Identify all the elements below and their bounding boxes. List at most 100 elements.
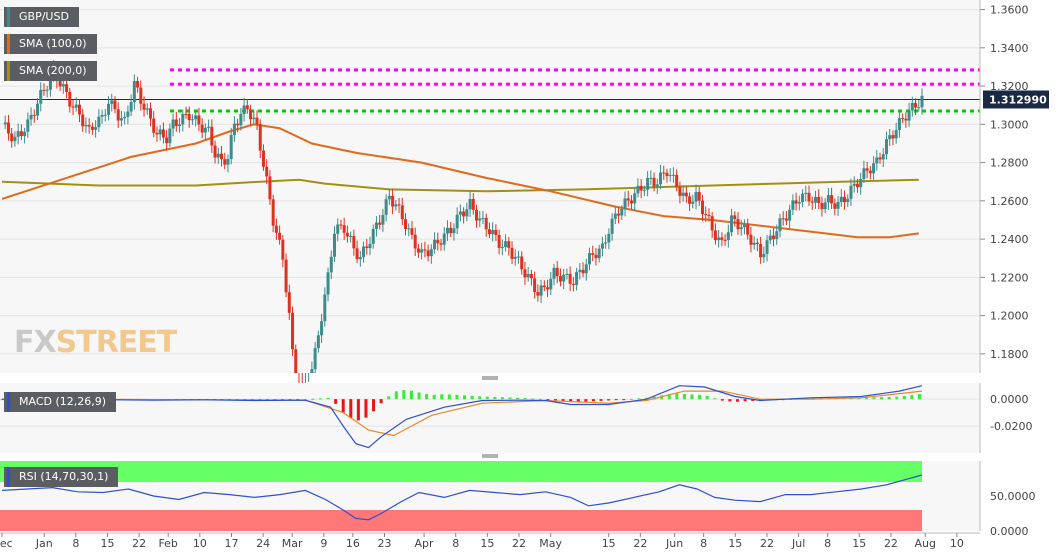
x-tick-label: Jan (35, 537, 53, 550)
candle-body (345, 232, 349, 237)
candle-body (907, 110, 911, 121)
macd-histogram-bar (576, 399, 580, 402)
legend-macd[interactable]: MACD (12,26,9) (4, 392, 117, 412)
candle-body (510, 247, 514, 259)
legend-sma200[interactable]: SMA (200,0) (4, 61, 97, 81)
candle-body (200, 124, 204, 133)
x-tick-label: 8 (72, 537, 79, 550)
candle-body (591, 253, 595, 255)
legend-gbpusd[interactable]: GBP/USD (4, 7, 79, 27)
candle-body (920, 95, 924, 108)
candle-body (730, 215, 734, 233)
candle-body (58, 80, 62, 87)
candle-body (668, 175, 672, 177)
candle-body (788, 209, 792, 221)
sma100-line (1, 123, 919, 239)
legend-sma100[interactable]: SMA (100,0) (4, 34, 97, 54)
candle-body (675, 174, 679, 188)
candle-body (565, 273, 569, 275)
macd-histogram-bar (523, 398, 527, 400)
legend-rsi[interactable]: RSI (14,70,30,1) (4, 467, 119, 487)
macd-histogram-bar (372, 399, 376, 412)
candle-body (910, 102, 914, 111)
macd-histogram-bar (811, 397, 815, 400)
candle-body (894, 130, 898, 139)
macd-histogram-bar (531, 398, 535, 400)
candle-body (478, 218, 482, 221)
candle-body (765, 240, 769, 254)
candle-body (355, 248, 359, 260)
candle-body (126, 111, 130, 117)
macd-histogram-bar (910, 395, 914, 400)
candle-body (255, 117, 259, 125)
candle-body (436, 239, 440, 244)
candle-body (759, 243, 763, 258)
candle-body (155, 132, 159, 135)
candle-body (249, 109, 253, 120)
main-ytick-label: 1.2600 (990, 195, 1029, 208)
x-tick-label: 8 (452, 537, 459, 550)
candle-body (697, 191, 701, 201)
candle-body (358, 257, 362, 260)
candle-body (826, 195, 830, 203)
candle-body (914, 102, 918, 108)
candle-body (136, 80, 140, 88)
candle-body (830, 195, 834, 204)
candle-body (342, 225, 346, 233)
candle-body (258, 124, 262, 151)
candle-body (97, 116, 101, 128)
macd-histogram-bar (402, 390, 406, 400)
candle-body (487, 229, 491, 235)
candle-body (232, 123, 236, 136)
candle-body (881, 154, 885, 160)
candle-body (875, 157, 879, 164)
x-tick-label: Apr (415, 537, 435, 550)
macd-histogram-bar (758, 399, 762, 401)
candle-body (843, 196, 847, 203)
candle-body (610, 218, 614, 234)
macd-histogram-bar (409, 390, 413, 400)
candle-body (762, 253, 766, 258)
macd-histogram-bar (667, 394, 671, 400)
candle-body (65, 84, 69, 92)
candle-body (704, 214, 708, 216)
candle-body (807, 192, 811, 202)
candle-body (152, 118, 156, 133)
candle-body (626, 198, 630, 201)
candle-body (726, 232, 730, 241)
candle-body (6, 122, 10, 134)
panel-splitter-2[interactable] (482, 454, 498, 458)
candle-body (294, 349, 298, 373)
x-tick-label: Jun (665, 537, 683, 550)
macd-histogram-bar (341, 399, 345, 413)
macd-histogram-bar (629, 398, 633, 400)
macd-histogram-bar (546, 399, 550, 401)
panel-splitter-1[interactable] (482, 376, 498, 380)
candle-body (429, 249, 433, 257)
candle-body (48, 76, 52, 90)
macd-histogram-bar (387, 396, 391, 400)
candle-body (539, 285, 543, 296)
x-tick-label: 9 (320, 537, 327, 550)
candle-body (571, 283, 575, 285)
candle-body (378, 222, 382, 225)
candle-body (190, 119, 194, 121)
candle-body (394, 204, 398, 207)
x-tick-label: Dec (0, 537, 13, 550)
candle-body (791, 200, 795, 210)
macd-histogram-bar (561, 399, 565, 402)
macd-histogram-bar (311, 398, 315, 400)
candle-body (100, 114, 104, 117)
macd-histogram-bar (493, 396, 497, 400)
macd-histogram-bar (614, 399, 618, 401)
macd-histogram-bar (599, 399, 603, 401)
candle-body (500, 247, 504, 249)
legend-sma100-label: SMA (100,0) (19, 37, 87, 50)
main-ytick-label: 1.2000 (990, 310, 1029, 323)
candle-body (636, 185, 640, 194)
candle-body (410, 228, 414, 235)
x-tick-label: 10 (950, 537, 964, 550)
candle-body (90, 126, 94, 130)
x-tick-label: 22 (633, 537, 647, 550)
